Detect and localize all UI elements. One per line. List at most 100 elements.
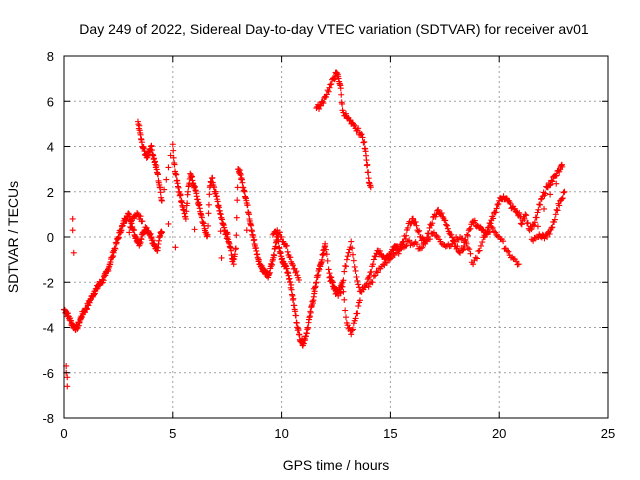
data-point [448,231,455,238]
data-point [292,312,299,319]
data-point [438,240,445,247]
data-point [467,225,474,232]
data-point [338,91,345,98]
data-point [492,229,499,236]
data-point [206,191,213,198]
data-point [427,236,434,243]
data-point [328,81,335,88]
data-point [319,98,326,105]
data-point [233,232,240,239]
data-point [349,326,356,333]
data-point [349,251,356,258]
data-point [455,236,462,243]
data-point [167,152,174,159]
data-point [232,245,239,252]
data-point [430,229,437,236]
data-point [479,239,486,246]
y-tick-label: 0 [47,230,54,245]
data-point [492,209,499,216]
data-point [205,201,212,208]
data-point [184,200,191,207]
data-point [417,245,424,252]
data-point [413,222,420,229]
data-point [244,202,251,209]
data-point [477,223,484,230]
data-point [335,292,342,299]
data-point [404,238,411,245]
data-point [534,223,541,230]
data-point [553,180,560,187]
data-point [264,270,271,277]
y-tick-label: 2 [47,185,54,200]
y-tick-label: 4 [47,140,54,155]
data-point [435,206,442,213]
data-point [317,102,324,109]
data-point [494,233,501,240]
data-point [289,262,296,269]
data-point [404,224,411,231]
y-tick-label: 8 [47,49,54,64]
data-point [513,258,520,265]
data-point [556,168,563,175]
data-point [310,285,317,292]
data-point [232,251,239,258]
data-point [363,157,370,164]
data-point [341,268,348,275]
data-point [406,237,413,244]
data-point [137,213,144,220]
data-point [344,253,351,260]
data-point [350,121,357,128]
data-point [412,218,419,225]
data-point [287,279,294,286]
data-point [325,88,332,95]
data-point [558,195,565,202]
data-point [464,244,471,251]
data-point [471,217,478,224]
data-point [383,259,390,266]
data-point [355,303,362,310]
data-point [325,266,332,273]
data-point [337,290,344,297]
data-point [218,254,225,261]
data-point [340,109,347,116]
data-point [488,223,495,230]
data-point [507,200,514,207]
data-point [359,134,366,141]
data-point [433,232,440,239]
data-point [477,242,484,249]
data-point [78,314,85,321]
data-point [464,232,471,239]
data-point [352,267,359,274]
data-point [352,315,359,322]
data-point [161,186,168,193]
y-tick-label: -8 [42,411,54,426]
data-point [191,226,198,233]
data-point [419,244,426,251]
x-tick-label: 25 [601,426,615,441]
data-point [420,241,427,248]
data-point [472,254,479,261]
data-point [373,268,380,275]
data-points [61,69,568,390]
data-point [402,235,409,242]
data-point [349,327,356,334]
x-axis-label: GPS time / hours [283,457,390,473]
data-point [290,295,297,302]
data-point [533,214,540,221]
data-point [322,246,329,253]
data-point [385,256,392,263]
data-point [415,228,422,235]
data-point [552,211,559,218]
data-point [233,214,240,221]
data-point [234,184,241,191]
data-point [336,289,343,296]
data-point [470,261,477,268]
data-point [521,215,528,222]
data-point [355,281,362,288]
data-point [494,201,501,208]
data-point [139,218,146,225]
data-point [183,208,190,215]
data-point [343,256,350,263]
data-point [495,200,502,207]
